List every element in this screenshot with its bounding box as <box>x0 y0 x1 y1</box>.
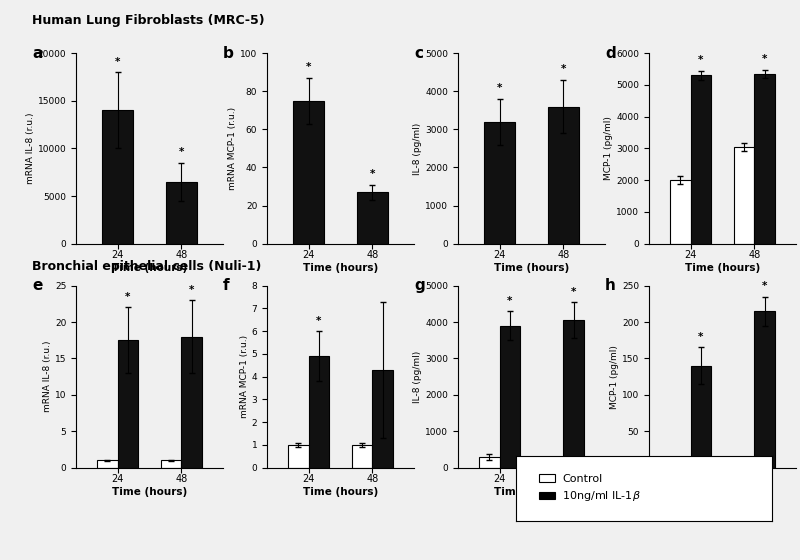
Text: *: * <box>189 284 194 295</box>
Text: g: g <box>414 278 425 293</box>
Bar <box>182 337 202 468</box>
Bar <box>543 460 563 468</box>
Text: *: * <box>571 287 576 297</box>
X-axis label: Time (hours): Time (hours) <box>685 263 760 273</box>
X-axis label: Time (hours): Time (hours) <box>685 487 760 497</box>
Text: b: b <box>223 45 234 60</box>
Bar <box>118 340 138 468</box>
Text: *: * <box>507 296 513 306</box>
Y-axis label: IL-8 (pg/ml): IL-8 (pg/ml) <box>414 351 422 403</box>
Bar <box>97 460 118 468</box>
Text: *: * <box>178 147 184 157</box>
Bar <box>754 311 775 468</box>
X-axis label: Time (hours): Time (hours) <box>494 487 569 497</box>
Text: d: d <box>605 45 616 60</box>
Y-axis label: IL-8 (pg/ml): IL-8 (pg/ml) <box>414 122 422 175</box>
Y-axis label: mRNA IL-8 (r.u.): mRNA IL-8 (r.u.) <box>26 113 34 184</box>
Text: e: e <box>32 278 42 293</box>
Bar <box>161 460 182 468</box>
Bar <box>102 110 133 244</box>
Bar <box>548 106 578 244</box>
Text: Human Lung Fibroblasts (MRC-5): Human Lung Fibroblasts (MRC-5) <box>32 14 265 27</box>
Text: Bronchial epithelial cells (Nuli-1): Bronchial epithelial cells (Nuli-1) <box>32 260 262 273</box>
Bar <box>690 76 711 244</box>
Bar <box>166 182 197 244</box>
Bar <box>690 366 711 468</box>
Text: *: * <box>561 64 566 74</box>
Bar <box>294 101 324 244</box>
Text: *: * <box>316 316 322 326</box>
Text: a: a <box>32 45 42 60</box>
X-axis label: Time (hours): Time (hours) <box>112 487 187 497</box>
Bar <box>754 74 775 244</box>
Bar <box>499 326 520 468</box>
Text: h: h <box>605 278 616 293</box>
Text: *: * <box>497 83 502 93</box>
Text: *: * <box>306 62 311 72</box>
Bar <box>670 460 690 468</box>
Bar <box>309 356 329 468</box>
Text: f: f <box>223 278 230 293</box>
X-axis label: Time (hours): Time (hours) <box>303 263 378 273</box>
Text: *: * <box>698 332 703 342</box>
X-axis label: Time (hours): Time (hours) <box>112 263 187 273</box>
Y-axis label: mRNA MCP-1 (r.u.): mRNA MCP-1 (r.u.) <box>228 107 238 190</box>
Text: *: * <box>115 57 120 67</box>
Text: *: * <box>762 281 767 291</box>
Text: *: * <box>762 54 767 64</box>
X-axis label: Time (hours): Time (hours) <box>494 263 569 273</box>
Text: *: * <box>370 169 375 179</box>
Y-axis label: MCP-1 (pg/ml): MCP-1 (pg/ml) <box>605 116 614 180</box>
Y-axis label: MCP-1 (pg/ml): MCP-1 (pg/ml) <box>610 344 619 409</box>
Legend: Control, 10ng/ml IL-1$\beta$: Control, 10ng/ml IL-1$\beta$ <box>534 469 646 508</box>
Y-axis label: mRNA MCP-1 (r.u.): mRNA MCP-1 (r.u.) <box>240 335 249 418</box>
Bar <box>734 147 754 244</box>
Bar <box>479 457 499 468</box>
Bar <box>734 460 754 468</box>
X-axis label: Time (hours): Time (hours) <box>303 487 378 497</box>
Text: *: * <box>698 55 703 65</box>
Text: c: c <box>414 45 423 60</box>
Y-axis label: mRNA IL-8 (r.u.): mRNA IL-8 (r.u.) <box>43 341 52 412</box>
Bar <box>288 445 309 468</box>
Bar <box>373 370 393 468</box>
Bar <box>563 320 584 468</box>
Bar <box>352 445 373 468</box>
Bar <box>670 180 690 244</box>
Bar <box>484 122 515 244</box>
Text: *: * <box>125 292 130 302</box>
Bar <box>357 192 388 244</box>
